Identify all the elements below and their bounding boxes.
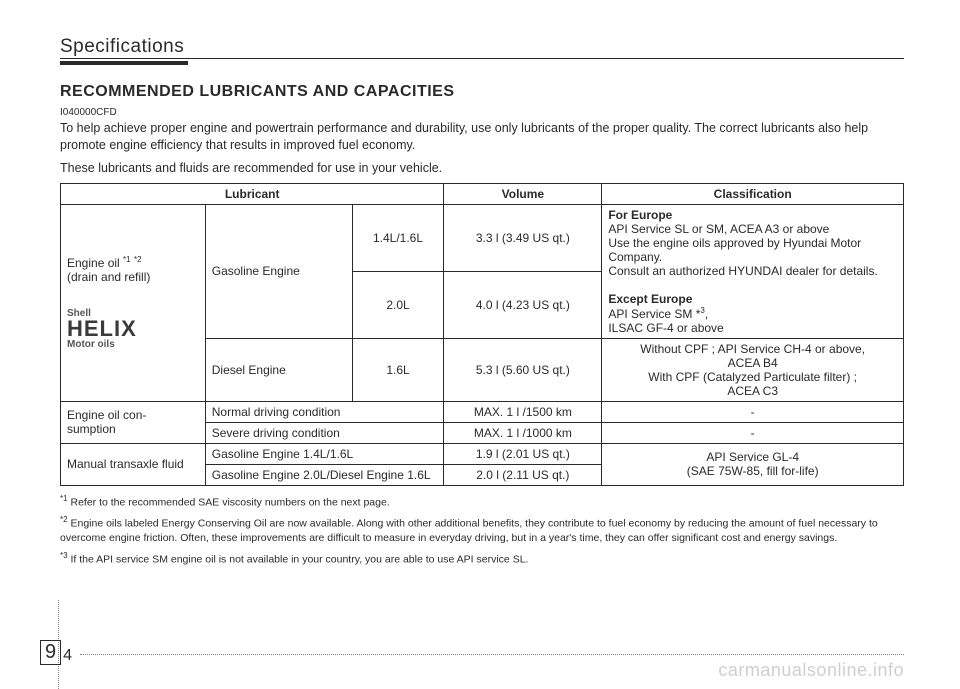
rule-thin <box>60 58 904 59</box>
doc-code: I040000CFD <box>60 107 904 118</box>
page-num-right: 4 <box>63 647 72 665</box>
page-title: RECOMMENDED LUBRICANTS AND CAPACITIES <box>60 83 904 101</box>
cell-trans-r1: Gasoline Engine 1.4L/1.6L <box>205 443 444 464</box>
cell-trans-r2-vol: 2.0 l (2.11 US qt.) <box>444 464 602 485</box>
class-eu-head: For Europe <box>608 208 672 222</box>
footnote-2-text: Engine oils labeled Energy Conserving Oi… <box>60 518 878 544</box>
section-title: Specifications <box>60 36 904 58</box>
engine-oil-sub: (drain and refill) <box>67 270 150 284</box>
dotted-rule <box>80 654 904 655</box>
cell-transaxle: Manual transaxle fluid <box>61 443 206 485</box>
trans-class-l1: API Service GL-4 <box>706 450 799 464</box>
cell-consumption: Engine oil con-sumption <box>61 401 206 443</box>
cell-diesel-size: 1.6L <box>352 338 444 401</box>
th-classification: Classification <box>602 183 904 204</box>
cell-engine-oil: Engine oil *1 *2 (drain and refill) Shel… <box>61 204 206 401</box>
cell-class-gas: For Europe API Service SL or SM, ACEA A3… <box>602 204 904 338</box>
cell-normal-class: - <box>602 401 904 422</box>
cell-trans-r1-vol: 1.9 l (2.01 US qt.) <box>444 443 602 464</box>
page-number: 9 4 <box>40 640 72 665</box>
table-row: Manual transaxle fluid Gasoline Engine 1… <box>61 443 904 464</box>
diesel-class-l1: Without CPF ; API Service CH-4 or above, <box>640 342 865 356</box>
sup1: *1 <box>123 255 131 264</box>
intro-2: These lubricants and fluids are recommen… <box>60 160 904 177</box>
cell-normal-vol: MAX. 1 l /1500 km <box>444 401 602 422</box>
engine-oil-label: Engine oil <box>67 256 123 270</box>
cell-trans-r2: Gasoline Engine 2.0L/Diesel Engine 1.6L <box>205 464 444 485</box>
diesel-class-l3: With CPF (Catalyzed Particulate filter) … <box>648 370 857 384</box>
helix-logo: Shell HELIX Motor oils <box>67 308 199 350</box>
cell-gas-vol-2: 4.0 l (4.23 US qt.) <box>444 271 602 338</box>
footnote-1-text: Refer to the recommended SAE viscosity n… <box>70 496 389 508</box>
page-num-left: 9 <box>40 640 61 665</box>
intro-1: To help achieve proper engine and powert… <box>60 120 904 154</box>
class-eu-l2: Use the engine oils approved by Hyundai … <box>608 236 861 264</box>
footnote-3: *3 If the API service SM engine oil is n… <box>60 551 904 567</box>
th-lubricant: Lubricant <box>61 183 444 204</box>
cell-severe-vol: MAX. 1 l /1000 km <box>444 422 602 443</box>
page: Specifications RECOMMENDED LUBRICANTS AN… <box>0 0 960 567</box>
class-ex-l1c: , <box>705 307 708 321</box>
diesel-class-l2: ACEA B4 <box>728 356 778 370</box>
table-header-row: Lubricant Volume Classification <box>61 183 904 204</box>
class-ex-head: Except Europe <box>608 292 692 306</box>
class-eu-l1: API Service SL or SM, ACEA A3 or above <box>608 222 829 236</box>
footnote-1: *1 Refer to the recommended SAE viscosit… <box>60 494 904 510</box>
diesel-class-l4: ACEA C3 <box>727 384 778 398</box>
cell-severe: Severe driving condition <box>205 422 444 443</box>
footnote-2: *2 Engine oils labeled Energy Conserving… <box>60 515 904 545</box>
table-row: Engine oil *1 *2 (drain and refill) Shel… <box>61 204 904 271</box>
cell-gasoline: Gasoline Engine <box>205 204 352 338</box>
th-volume: Volume <box>444 183 602 204</box>
sup2: *2 <box>134 255 142 264</box>
cell-diesel-vol: 5.3 l (5.60 US qt.) <box>444 338 602 401</box>
cell-trans-class: API Service GL-4 (SAE 75W-85, fill for-l… <box>602 443 904 485</box>
watermark: carmanualsonline.info <box>718 660 904 681</box>
spec-table: Lubricant Volume Classification Engine o… <box>60 183 904 486</box>
cell-gas-size-2: 2.0L <box>352 271 444 338</box>
cell-normal: Normal driving condition <box>205 401 444 422</box>
trans-class-l2: (SAE 75W-85, fill for-life) <box>687 464 819 478</box>
cell-gas-vol-1: 3.3 l (3.49 US qt.) <box>444 204 602 271</box>
class-ex-l1a: API Service SM * <box>608 307 700 321</box>
rule-thick <box>60 61 904 65</box>
class-ex-l2: ILSAC GF-4 or above <box>608 321 723 335</box>
cell-class-diesel: Without CPF ; API Service CH-4 or above,… <box>602 338 904 401</box>
footnotes: *1 Refer to the recommended SAE viscosit… <box>60 494 904 567</box>
cell-severe-class: - <box>602 422 904 443</box>
cell-gas-size-1: 1.4L/1.6L <box>352 204 444 271</box>
class-eu-l3: Consult an authorized HYUNDAI dealer for… <box>608 264 877 278</box>
table-row: Engine oil con-sumption Normal driving c… <box>61 401 904 422</box>
cell-diesel: Diesel Engine <box>205 338 352 401</box>
helix-main: HELIX <box>67 319 199 339</box>
footnote-3-text: If the API service SM engine oil is not … <box>70 554 528 566</box>
